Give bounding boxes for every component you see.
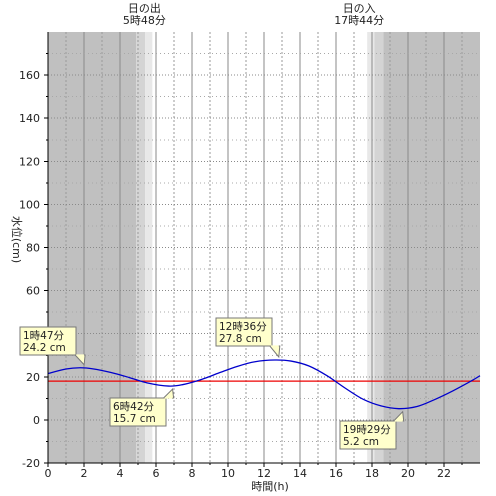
sunset-label: 日の入 [343,2,376,15]
x-tick-label: 12 [257,467,271,480]
x-tick-label: 6 [153,467,160,480]
x-tick-label: 16 [329,467,343,480]
twilight-inner-evening [367,32,375,463]
x-tick-label: 0 [45,467,52,480]
tide-curve [47,359,481,410]
annotation-box [339,420,397,450]
annotation-value: 5.2 cm [343,436,379,448]
grid [48,32,480,463]
annotation-value: 27.8 cm [219,333,262,345]
x-tick-label: 20 [401,467,415,480]
twilight-inner-morning [145,32,153,463]
y-tick-label: 120 [19,155,40,168]
x-tick-label: 2 [81,467,88,480]
y-axis-label: 水位(cm) [10,216,24,263]
annotation-box [19,326,77,356]
y-tick-label: 140 [19,112,40,125]
annotation-value: 24.2 cm [23,342,66,354]
x-tick-label: 18 [365,467,379,480]
y-tick-label: 20 [26,371,40,384]
series-layer [47,359,481,410]
annotation-time: 1時47分 [23,330,65,342]
annotation-value: 15.7 cm [113,413,156,425]
y-tick-label: 0 [33,414,40,427]
annotation-box [215,317,273,347]
x-tick-label: 8 [189,467,196,480]
day-band [152,32,368,463]
night-band-morning [48,32,137,463]
x-tick-label: 14 [293,467,307,480]
annotation-time: 12時36分 [219,321,267,333]
sunset-time: 17時44分 [334,14,384,27]
x-tick-label: 4 [117,467,124,480]
day-night-background [48,32,480,463]
twilight-outer-morning [136,32,146,463]
sunrise-time: 5時48分 [123,14,166,27]
y-tick-label: 80 [26,242,40,255]
y-tick-label: 60 [26,285,40,298]
sunrise-label: 日の出 [128,1,161,15]
y-tick-label: 100 [19,198,40,211]
x-tick-label: 10 [221,467,235,480]
y-tick-label: 160 [19,69,40,82]
x-tick-label: 22 [437,467,451,480]
annotation-time: 6時42分 [113,401,155,413]
tick-labels: 0246810121416182022-20020406080100120140… [19,69,451,480]
sun-labels: 日の出 5時48分 日の入 17時44分 [123,1,384,27]
y-tick-label: -20 [22,457,40,470]
x-axis-label: 時間(h) [251,480,289,493]
annotation-box [109,397,167,427]
annotation-time: 19時29分 [343,424,391,436]
